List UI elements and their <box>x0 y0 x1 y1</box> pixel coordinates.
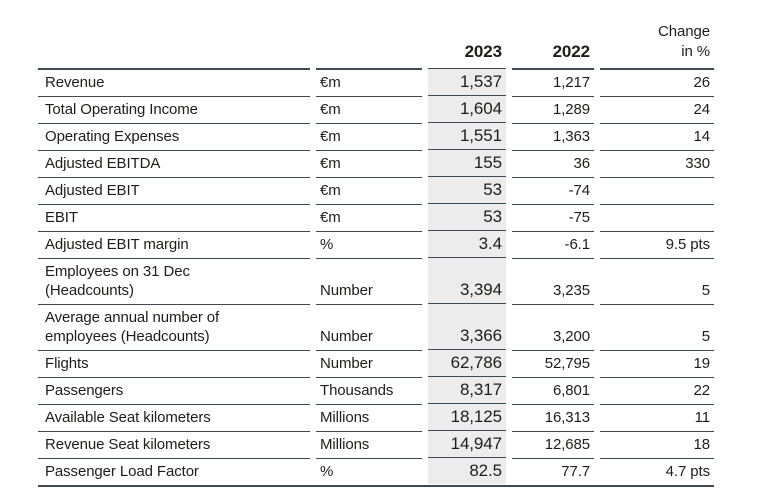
table-row: Average annual number of employees (Head… <box>38 304 714 351</box>
row-label: Operating Expenses <box>38 124 310 151</box>
row-value-2023: 14,947 <box>428 431 506 458</box>
row-unit: % <box>316 232 422 259</box>
table-row: Revenue Seat kilometers Millions 14,947 … <box>38 431 714 459</box>
row-change: 330 <box>600 151 714 178</box>
row-value-2022: 6,801 <box>512 378 594 405</box>
row-unit: €m <box>316 205 422 232</box>
table-row: Passengers Thousands 8,317 6,801 22 <box>38 377 714 405</box>
table-bottom-border <box>38 485 714 487</box>
row-value-2023: 3,394 <box>428 258 506 304</box>
row-unit: Number <box>316 259 422 305</box>
row-unit: % <box>320 463 334 480</box>
row-value-2023: 53 <box>428 177 506 204</box>
row-value-2022: -75 <box>512 205 594 232</box>
row-label: Revenue <box>38 70 310 97</box>
financial-summary-page: 2023 2022 Change in % Revenue €m 1,537 1… <box>32 20 720 487</box>
row-value-2022: 3,200 <box>512 305 594 351</box>
row-value-2023: 1,537 <box>428 69 506 96</box>
row-value-2022: 77.7 <box>561 463 590 480</box>
row-label: Available Seat kilometers <box>38 405 310 432</box>
row-label: Flights <box>38 351 310 378</box>
row-unit: €m <box>316 124 422 151</box>
row-unit: €m <box>316 151 422 178</box>
row-value-2022: 1,363 <box>512 124 594 151</box>
table-row: Total Operating Income €m 1,604 1,289 24 <box>38 96 714 124</box>
row-change: 4.7 pts <box>665 463 710 480</box>
row-value-2022: 1,289 <box>512 97 594 124</box>
header-row: 2023 2022 Change in % <box>38 20 714 70</box>
row-unit: Thousands <box>316 378 422 405</box>
row-unit: Millions <box>316 405 422 432</box>
row-change: 18 <box>600 432 714 459</box>
row-value-2022: 12,685 <box>512 432 594 459</box>
row-value-2023: 18,125 <box>428 404 506 431</box>
header-spacer-unit <box>316 20 422 70</box>
row-label: Total Operating Income <box>38 97 310 124</box>
table-row: Adjusted EBIT margin % 3.4 -6.1 9.5 pts <box>38 231 714 259</box>
table-row: EBIT €m 53 -75 <box>38 204 714 232</box>
row-change: 5 <box>600 305 714 351</box>
row-value-2023: 62,786 <box>428 350 506 377</box>
row-unit: Millions <box>316 432 422 459</box>
row-label: Adjusted EBIT margin <box>38 232 310 259</box>
row-unit: Number <box>316 351 422 378</box>
row-label: EBIT <box>38 205 310 232</box>
row-value-2023: 3.4 <box>428 231 506 258</box>
row-value-2023: 3,366 <box>428 304 506 350</box>
column-header-2022: 2022 <box>512 20 594 70</box>
row-value-2022: 52,795 <box>512 351 594 378</box>
row-label: Passengers <box>38 378 310 405</box>
row-change: 22 <box>600 378 714 405</box>
row-value-2022: 16,313 <box>512 405 594 432</box>
table-row: Revenue €m 1,537 1,217 26 <box>38 69 714 97</box>
row-label: Adjusted EBIT <box>38 178 310 205</box>
row-change: 26 <box>600 70 714 97</box>
column-header-2023: 2023 <box>428 20 506 70</box>
row-change: 9.5 pts <box>600 232 714 259</box>
row-change: 5 <box>600 259 714 305</box>
row-value-2022: 3,235 <box>512 259 594 305</box>
row-label: Passenger Load Factor <box>45 463 199 480</box>
column-header-change-in-percent: Change in % <box>600 20 714 70</box>
row-label: Average annual number of employees (Head… <box>38 305 310 351</box>
row-unit: Number <box>316 305 422 351</box>
row-label: Adjusted EBITDA <box>38 151 310 178</box>
row-value-2023: 155 <box>428 150 506 177</box>
row-unit: €m <box>316 70 422 97</box>
table-body: Revenue €m 1,537 1,217 26 Total Operatin… <box>38 69 714 485</box>
table-row: Employees on 31 Dec (Headcounts) Number … <box>38 258 714 305</box>
table-row: Operating Expenses €m 1,551 1,363 14 <box>38 123 714 151</box>
row-change: 19 <box>600 351 714 378</box>
row-value-2022: 1,217 <box>512 70 594 97</box>
table-row: Adjusted EBIT €m 53 -74 <box>38 177 714 205</box>
financial-summary-table: 2023 2022 Change in % Revenue €m 1,537 1… <box>32 20 720 485</box>
row-change: 24 <box>600 97 714 124</box>
row-unit: €m <box>316 178 422 205</box>
row-value-2023: 1,604 <box>428 96 506 123</box>
row-label: Employees on 31 Dec (Headcounts) <box>38 259 310 305</box>
row-value-2022: 36 <box>512 151 594 178</box>
row-value-2022: -6.1 <box>512 232 594 259</box>
row-value-2023: 82.5 <box>428 458 506 484</box>
row-unit: €m <box>316 97 422 124</box>
row-value-2023: 8,317 <box>428 377 506 404</box>
table-row: Available Seat kilometers Millions 18,12… <box>38 404 714 432</box>
table-row: Flights Number 62,786 52,795 19 <box>38 350 714 378</box>
row-value-2023: 1,551 <box>428 123 506 150</box>
table-row: Passenger Load Factor % 82.5 77.7 4.7 pt… <box>38 458 714 485</box>
table-header: 2023 2022 Change in % <box>38 20 714 70</box>
row-change: 14 <box>600 124 714 151</box>
row-change <box>600 205 714 232</box>
row-change <box>600 178 714 205</box>
header-spacer-label <box>38 20 310 70</box>
row-value-2023: 53 <box>428 204 506 231</box>
row-change: 11 <box>600 405 714 432</box>
row-label: Revenue Seat kilometers <box>38 432 310 459</box>
row-value-2022: -74 <box>512 178 594 205</box>
table-row: Adjusted EBITDA €m 155 36 330 <box>38 150 714 178</box>
